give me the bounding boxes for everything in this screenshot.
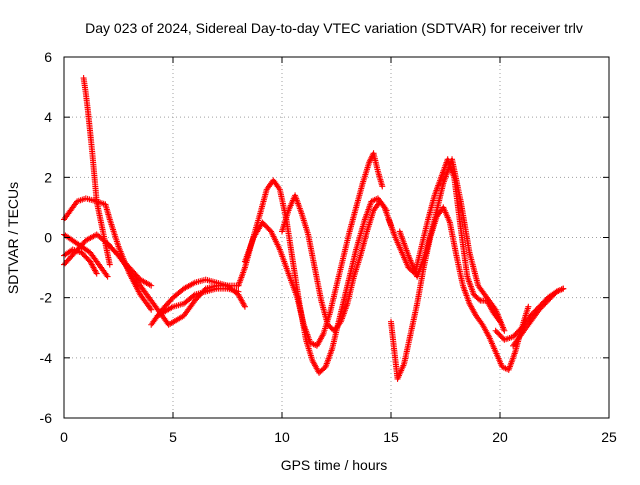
x-tick-label: 5 [169,429,177,445]
series-arc-e [80,75,113,268]
data-point-marker [235,288,242,295]
data-point-marker [190,292,197,299]
data-point-marker [476,296,483,303]
y-tick-label: 4 [44,109,52,125]
y-tick-label: -4 [40,350,53,366]
data-points [61,75,567,382]
series-arc-n [396,156,508,334]
x-tick-label: 25 [601,429,617,445]
y-tick-label: 6 [44,49,52,65]
x-tick-label: 10 [274,429,290,445]
chart-title: Day 023 of 2024, Sidereal Day-to-day VTE… [85,20,583,36]
data-point-marker [241,303,248,310]
data-point-marker [560,285,567,292]
y-tick-label: -2 [40,290,53,306]
x-tick-label: 20 [492,429,508,445]
series-arc-j [241,150,386,349]
series-arc-i [235,177,394,376]
data-point-marker [148,282,155,289]
axis-ticks: 0 5 10 15 20 25 -6 -4 -2 0 2 4 6 [40,49,617,445]
y-tick-label: -6 [40,410,53,426]
series-arc-f [104,240,242,328]
series-arc-c [61,231,111,280]
data-point-marker [501,327,508,334]
data-point-marker [383,207,390,214]
data-point-marker [148,306,155,313]
y-axis-title: SDTVAR / TECUs [5,182,21,294]
series-arc-k [279,192,390,334]
series-arc-h [154,285,242,319]
data-point-marker [106,261,113,268]
grid-lines [64,57,609,418]
x-tick-label: 15 [383,429,399,445]
data-point-marker [379,183,386,190]
data-point-marker [93,270,100,277]
y-tick-label: 0 [44,230,52,246]
series-arc-p [510,285,567,349]
data-point-marker [525,303,532,310]
data-point-marker [104,273,111,280]
x-tick-label: 0 [60,429,68,445]
x-axis-title: GPS time / hours [281,457,388,473]
y-tick-label: 2 [44,169,52,185]
